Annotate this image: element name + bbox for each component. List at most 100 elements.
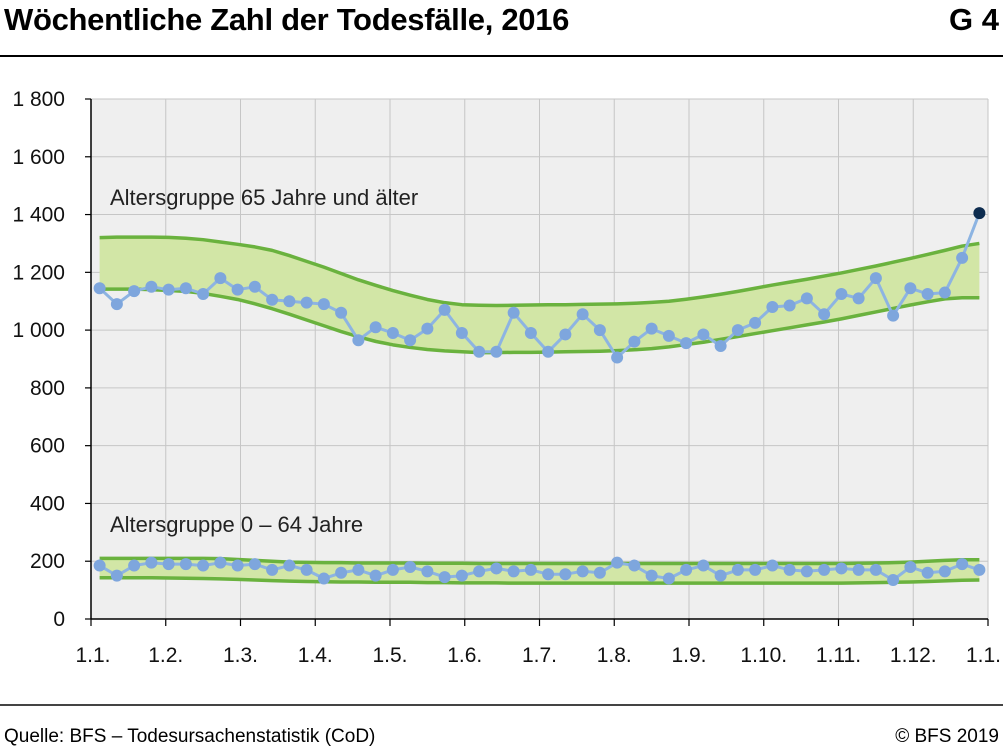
x-tick-label-3: 1.4.: [298, 644, 333, 667]
data-point-1-19: [404, 561, 417, 573]
data-point-1-2: [110, 569, 123, 582]
data-point-1-35: [680, 563, 693, 576]
y-tick-label-1200: 1 200: [12, 261, 65, 284]
data-point-1-6: [179, 558, 192, 571]
data-point-1-26: [524, 563, 537, 576]
annotation-65-plus: Altersgruppe 65 Jahre und älter: [110, 185, 418, 210]
y-tick-label-600: 600: [30, 435, 65, 458]
data-point-0-51: [956, 251, 969, 264]
data-point-1-29: [576, 565, 589, 578]
data-point-0-33: [645, 322, 658, 335]
data-point-1-14: [317, 572, 330, 585]
data-point-0-11: [266, 293, 279, 306]
x-tick-label-2: 1.3.: [223, 644, 258, 667]
data-point-1-23: [473, 565, 486, 578]
copyright: © BFS 2019: [895, 726, 999, 747]
x-tick-label-6: 1.7.: [522, 644, 557, 667]
data-point-1-44: [835, 562, 848, 575]
top-rule: [0, 55, 1003, 57]
data-point-1-16: [352, 563, 365, 576]
data-point-0-31: [611, 351, 624, 364]
x-tick-label-5: 1.6.: [447, 644, 482, 667]
data-point-1-4: [145, 556, 158, 569]
data-point-0-29: [576, 308, 589, 321]
annotation-0-64: Altersgruppe 0 – 64 Jahre: [110, 512, 363, 537]
data-point-0-27: [542, 345, 555, 358]
band-upper-line-1: [99, 556, 980, 566]
data-point-0-38: [731, 324, 744, 337]
data-point-0-24: [490, 345, 503, 358]
data-point-0-39: [749, 316, 762, 329]
x-tick-label-4: 1.5.: [372, 644, 407, 667]
chart-title: Wöchentliche Zahl der Todesfälle, 2016: [4, 2, 570, 37]
data-point-0-50: [938, 286, 951, 299]
data-point-1-13: [300, 563, 313, 576]
data-point-0-44: [835, 288, 848, 300]
data-point-1-5: [162, 558, 175, 571]
data-point-0-46: [869, 272, 882, 285]
data-point-0-25: [507, 306, 520, 319]
data-point-0-19: [404, 334, 417, 347]
data-point-1-22: [455, 569, 468, 582]
data-point-0-7: [197, 288, 210, 300]
y-tick-label-400: 400: [30, 492, 65, 515]
data-point-1-18: [386, 563, 399, 576]
data-point-0-15: [335, 306, 348, 319]
data-point-0-3: [128, 285, 141, 298]
data-point-0-49: [921, 288, 934, 300]
data-point-1-1: [93, 559, 106, 572]
x-tick-label-1: 1.2.: [148, 644, 183, 667]
data-point-1-8: [214, 556, 227, 569]
data-point-1-30: [593, 566, 606, 579]
data-point-0-34: [662, 329, 675, 342]
y-tick-label-200: 200: [30, 550, 65, 573]
data-point-1-34: [662, 572, 675, 585]
x-tick-label-12: 1.1.: [966, 644, 1001, 667]
data-point-0-32: [628, 335, 641, 348]
data-point-1-37: [714, 569, 727, 582]
data-point-1-3: [128, 559, 141, 572]
data-point-0-48: [904, 282, 917, 295]
data-point-1-42: [800, 565, 813, 578]
data-point-0-20: [421, 322, 434, 335]
x-tick-label-8: 1.9.: [671, 644, 706, 667]
series-line-0: [98, 212, 981, 360]
data-point-1-47: [887, 574, 900, 586]
y-tick-label-1800: 1 800: [12, 88, 65, 111]
data-point-0-6: [179, 282, 192, 295]
data-point-1-9: [231, 559, 244, 572]
data-point-1-12: [283, 559, 296, 572]
x-tick-label-0: 1.1.: [75, 644, 110, 667]
data-point-1-28: [559, 568, 572, 581]
series-line-1: [98, 561, 980, 582]
data-point-0-23: [473, 345, 486, 358]
x-tick-label-9: 1.10.: [740, 644, 787, 667]
data-point-0-22: [455, 327, 468, 339]
data-point-0-28: [559, 328, 572, 341]
series-layer: [93, 207, 986, 586]
data-point-0-1: [93, 282, 106, 295]
data-point-1-41: [783, 563, 796, 576]
data-point-1-21: [438, 571, 451, 584]
source-note: Quelle: BFS – Todesursachenstatistik (Co…: [4, 726, 376, 747]
band-lower-line-0: [99, 287, 980, 355]
data-point-1-50: [938, 565, 951, 578]
x-tick-label-10: 1.11.: [816, 644, 861, 667]
data-point-1-15: [335, 566, 348, 579]
chart-svg: 0 200 400 600 800 1 000 1 200 1 400 1 600 1 800 1.…: [12, 88, 1001, 667]
graphic-number: G 4: [949, 2, 999, 37]
data-point-1-25: [507, 565, 520, 578]
data-point-1-27: [542, 568, 555, 581]
data-point-0-35: [680, 337, 693, 350]
data-point-0-37: [714, 340, 727, 352]
data-point-1-36: [697, 559, 710, 572]
data-point-0-5: [162, 283, 175, 296]
data-point-0-26: [524, 327, 537, 339]
data-point-1-17: [369, 569, 382, 582]
data-point-1-52: [973, 563, 986, 576]
data-point-1-32: [628, 559, 641, 572]
bottom-rule: [0, 704, 1003, 706]
x-tick-label-7: 1.8.: [597, 644, 632, 667]
band-lower-line-1: [99, 575, 980, 585]
data-point-1-24: [490, 562, 503, 575]
